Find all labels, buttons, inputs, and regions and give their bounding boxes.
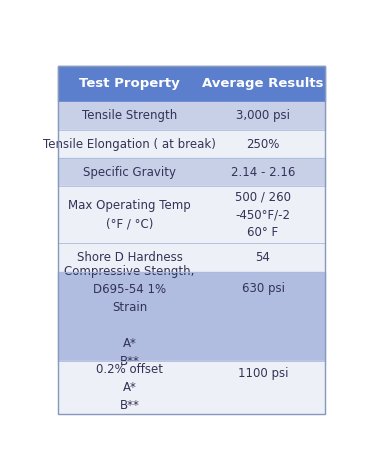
Text: 500 / 260
-450°F/-2
60° F: 500 / 260 -450°F/-2 60° F: [235, 190, 291, 239]
Text: 630 psi: 630 psi: [242, 282, 285, 295]
Bar: [58, 187, 325, 243]
Bar: [58, 101, 325, 130]
Text: Max Operating Temp
(°F / °C): Max Operating Temp (°F / °C): [68, 199, 191, 230]
Text: Shore D Hardness: Shore D Hardness: [77, 251, 183, 264]
Text: Tensile Elongation ( at break): Tensile Elongation ( at break): [43, 138, 216, 150]
Text: Average Results: Average Results: [202, 78, 324, 90]
Text: Tensile Strength: Tensile Strength: [82, 109, 177, 122]
Bar: [58, 66, 325, 101]
Text: 1100 psi: 1100 psi: [238, 367, 288, 380]
Bar: [58, 158, 325, 187]
Bar: [58, 361, 325, 415]
Bar: [58, 272, 325, 361]
Bar: [58, 243, 325, 272]
Text: Test Property: Test Property: [79, 78, 180, 90]
Text: 2.14 - 2.16: 2.14 - 2.16: [231, 166, 295, 179]
Text: Compressive Stength,
D695-54 1%
Strain

A*
B**: Compressive Stength, D695-54 1% Strain A…: [64, 265, 195, 367]
Text: 250%: 250%: [246, 138, 280, 150]
Text: Specific Gravity: Specific Gravity: [83, 166, 176, 179]
Text: 54: 54: [255, 251, 270, 264]
Bar: [58, 130, 325, 158]
Text: 0.2% offset
A*
B**: 0.2% offset A* B**: [96, 363, 163, 412]
Text: 3,000 psi: 3,000 psi: [236, 109, 290, 122]
